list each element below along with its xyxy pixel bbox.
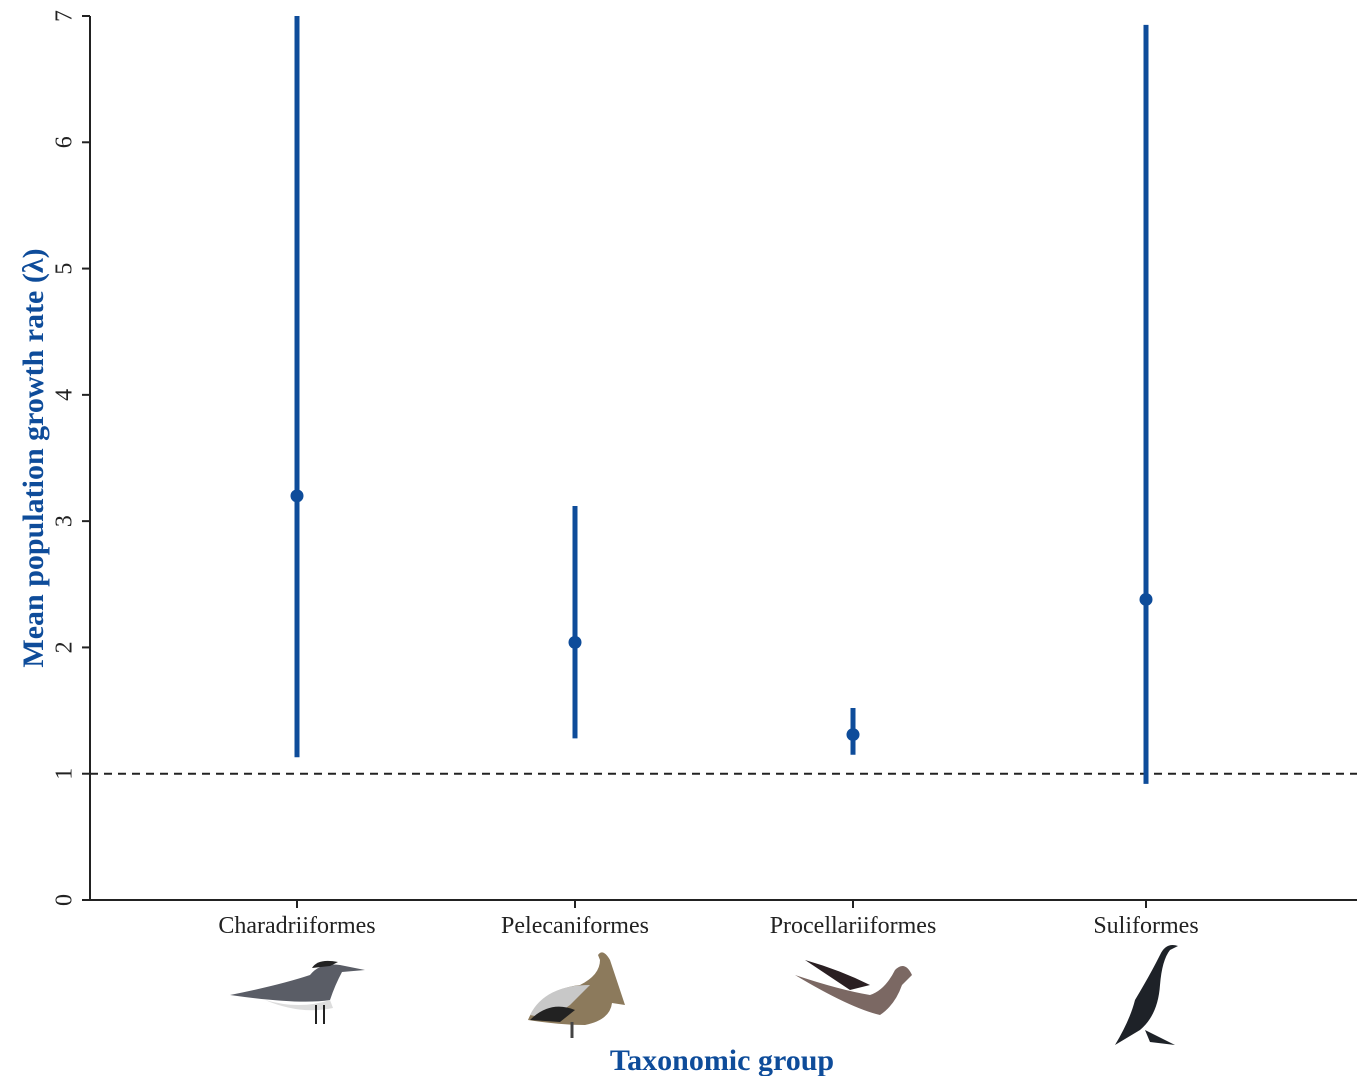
cormorant-icon xyxy=(1115,945,1178,1045)
tern-icon xyxy=(230,960,365,1024)
y-tick-label: 3 xyxy=(52,515,78,527)
x-tick-label: Suliformes xyxy=(1093,913,1198,939)
y-tick-label: 7 xyxy=(52,10,78,22)
y-tick-label: 6 xyxy=(52,136,78,148)
mean-point xyxy=(846,728,860,742)
y-tick-label: 5 xyxy=(52,263,78,275)
y-tick-label: 0 xyxy=(52,894,78,906)
y-tick-label: 2 xyxy=(52,641,78,653)
y-axis-title: Mean population growth rate (λ) xyxy=(17,248,50,667)
petrel-icon xyxy=(795,960,912,1015)
y-tick-label: 1 xyxy=(52,768,78,780)
mean-point xyxy=(290,489,304,503)
bird-icons xyxy=(230,945,1178,1045)
x-tick-label: Pelecaniformes xyxy=(501,913,649,939)
x-tick-label: Charadriiformes xyxy=(218,913,375,939)
mean-point xyxy=(568,635,582,649)
pelican-icon xyxy=(528,952,625,1038)
y-tick-label: 4 xyxy=(52,389,78,401)
x-tick-label: Procellariiformes xyxy=(770,913,937,939)
mean-point xyxy=(1139,592,1153,606)
x-axis-title: Taxonomic group xyxy=(610,1044,834,1076)
